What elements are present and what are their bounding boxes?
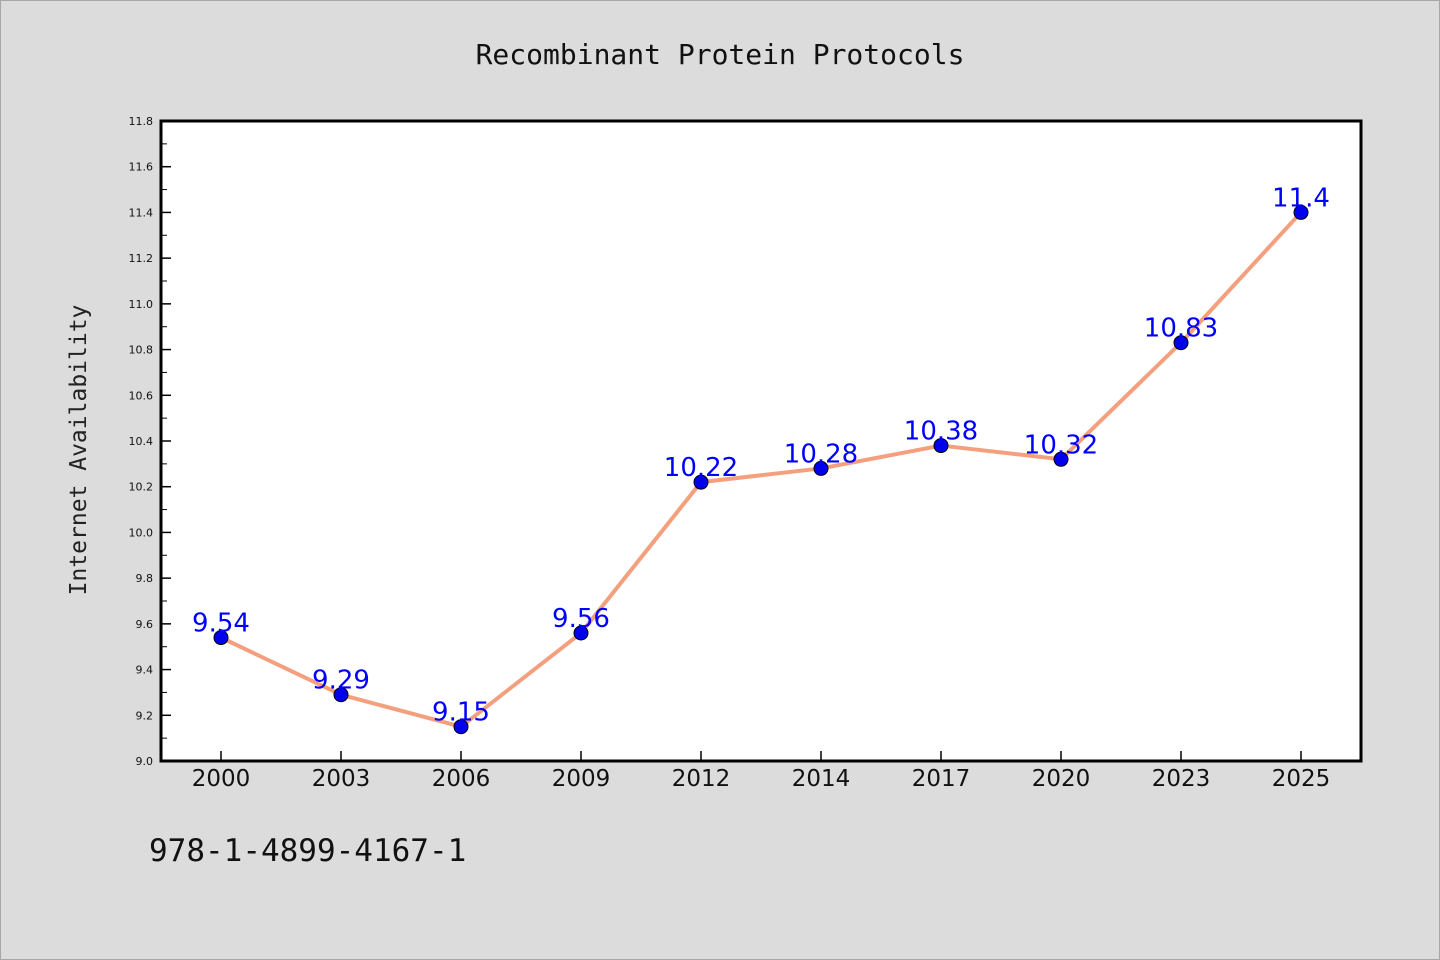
data-point — [453, 719, 469, 735]
y-tick-label: 10.4 — [129, 435, 154, 448]
x-tick-label: 2025 — [1272, 766, 1331, 792]
x-tick-label: 2000 — [192, 766, 251, 792]
y-tick-label: 9.2 — [136, 709, 154, 722]
data-label: 9.56 — [552, 604, 610, 634]
data-point — [933, 438, 949, 454]
x-tick-label: 2023 — [1152, 766, 1211, 792]
y-tick-label: 10.0 — [129, 526, 154, 539]
y-tick-label: 10.6 — [129, 389, 154, 402]
data-label: 9.15 — [432, 698, 490, 728]
series-line — [220, 211, 1303, 729]
data-point — [573, 625, 589, 641]
y-tick-label: 11.0 — [129, 298, 154, 311]
y-tick-label: 10.2 — [129, 481, 154, 494]
x-tick-label: 2006 — [432, 766, 491, 792]
y-tick-label: 11.4 — [129, 206, 154, 219]
y-axis-label: Internet Availability — [66, 305, 92, 596]
data-point — [813, 460, 829, 476]
x-tick-label: 2012 — [672, 766, 731, 792]
data-point — [1053, 451, 1069, 467]
data-markers — [213, 204, 1309, 735]
x-tick-label: 2014 — [792, 766, 851, 792]
chart-title: Recombinant Protein Protocols — [476, 38, 965, 71]
x-tick-label: 2020 — [1032, 766, 1091, 792]
y-tick-label: 9.8 — [136, 572, 154, 585]
data-label: 10.83 — [1144, 314, 1218, 344]
x-tick-label: 2003 — [312, 766, 371, 792]
data-label: 10.22 — [664, 453, 738, 483]
data-point — [213, 630, 229, 646]
data-label: 9.29 — [312, 666, 370, 696]
footer-code: 978-1-4899-4167-1 — [149, 833, 467, 869]
y-tick-label: 10.8 — [129, 344, 154, 357]
y-tick-label: 11.2 — [129, 252, 154, 265]
y-tick-label: 9.0 — [136, 755, 154, 768]
x-axis: 2000 2003 2006 2009 2012 2014 2017 2020 2023 2025 — [192, 751, 1331, 792]
data-point — [693, 474, 709, 490]
data-labels: 9.54 9.29 9.15 9.56 10.22 10.28 10.38 10.32 10.8… — [192, 183, 1330, 727]
plot-area — [159, 119, 1363, 763]
y-tick-label: 11.6 — [129, 161, 154, 174]
y-tick-label: 9.6 — [136, 618, 154, 631]
y-axis: 9.0 9.2 9.4 9.6 9.8 10.0 10.2 10.4 10.6 10.8 11.0 1… — [129, 115, 171, 768]
data-label: 9.54 — [192, 609, 250, 639]
data-label: 10.32 — [1024, 430, 1098, 460]
x-tick-label: 2009 — [552, 766, 611, 792]
y-tick-label: 9.4 — [136, 664, 154, 677]
data-label: 11.4 — [1272, 183, 1330, 213]
data-label: 10.38 — [904, 417, 978, 447]
data-label: 10.28 — [784, 439, 858, 469]
x-tick-label: 2017 — [912, 766, 971, 792]
data-point — [333, 687, 349, 703]
y-tick-label: 11.8 — [129, 115, 154, 128]
data-point — [1293, 204, 1309, 220]
data-point — [1173, 335, 1189, 351]
